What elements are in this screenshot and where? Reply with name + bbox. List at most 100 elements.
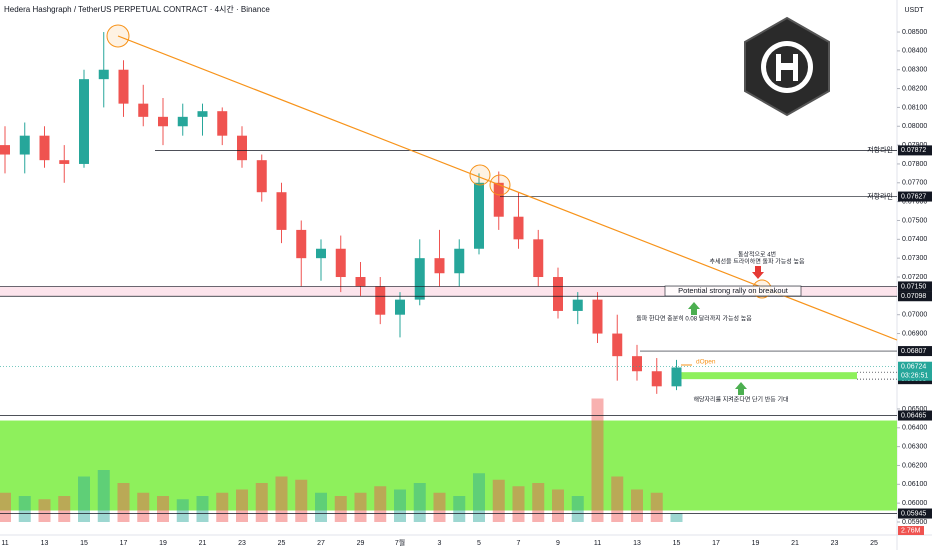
annotation: 돌파 한다면 충분히 0.08 달러까지 가능성 높음 <box>636 315 752 323</box>
y-tick-label: 0.06900 <box>902 330 927 337</box>
logo <box>744 16 830 117</box>
volume-bar <box>571 496 584 522</box>
arrow-down <box>752 266 764 279</box>
x-tick-label: 17 <box>120 540 128 547</box>
support-box <box>680 372 857 380</box>
x-tick-label: 25 <box>870 540 878 547</box>
candle-body <box>414 258 425 300</box>
candle-body <box>177 116 188 127</box>
candle-body <box>474 182 484 249</box>
volume-bar <box>137 492 150 522</box>
touch-circle <box>469 164 491 186</box>
volume-bar <box>216 492 229 522</box>
candle-body <box>553 277 563 311</box>
y-tick-label: 0.07000 <box>902 312 927 319</box>
volume-bar <box>295 479 308 522</box>
price-box <box>898 291 932 302</box>
y-tick-label: 0.08300 <box>902 67 927 74</box>
price-box-label: 0.07098 <box>901 293 926 300</box>
candle-body <box>355 277 366 287</box>
price-box-label: 0.06807 <box>901 348 926 355</box>
x-tick-label: 29 <box>357 540 365 547</box>
candle-body <box>59 160 70 164</box>
candle-body <box>197 111 208 117</box>
volume-bar <box>315 492 327 522</box>
candle-body <box>651 371 662 387</box>
arrow-up <box>688 302 700 315</box>
breakout-zone <box>0 286 897 297</box>
y-tick-label: 0.05900 <box>902 519 927 526</box>
volume-bar <box>255 483 268 522</box>
price-box <box>898 281 932 292</box>
x-tick-label: 11 <box>1 540 8 547</box>
price-box <box>898 508 932 519</box>
volume-bar <box>433 492 446 522</box>
candle-body <box>296 229 307 259</box>
candle-body <box>434 258 445 274</box>
volume-bar <box>394 489 406 522</box>
price-box <box>898 410 932 421</box>
x-tick-label: 5 <box>477 540 481 547</box>
volume-bar <box>413 483 426 522</box>
price-box-label: 0.06465 <box>901 412 926 419</box>
candle-body <box>256 160 267 193</box>
price-box-label: 0.07872 <box>901 147 926 154</box>
candle-body <box>0 145 10 155</box>
volume-bar <box>492 479 505 522</box>
y-tick-label: 0.07500 <box>902 217 927 224</box>
volume-bar <box>552 489 564 522</box>
currency: USDT <box>904 7 924 14</box>
x-tick-label: 13 <box>633 540 641 547</box>
volume-bar <box>157 496 169 522</box>
x-tick-label: 19 <box>752 540 760 547</box>
volume-bar <box>374 486 387 522</box>
y-tick-label: 0.07300 <box>902 255 927 262</box>
annotation: 통상적으로 4번 <box>738 251 776 259</box>
volume-bar <box>117 483 130 522</box>
y-tick-label: 0.06400 <box>902 425 927 432</box>
annotation-box <box>664 285 802 297</box>
candle-body <box>237 135 247 161</box>
countdown: 03:26:51 <box>901 373 928 380</box>
volume-label: 2.76M <box>901 527 921 534</box>
y-tick-label: 0.08500 <box>902 29 927 36</box>
volume-box <box>898 526 924 535</box>
touch-circle <box>106 24 130 48</box>
candle-body <box>98 69 109 80</box>
x-tick-label: 17 <box>712 540 720 547</box>
y-tick-label: 0.06500 <box>902 406 927 413</box>
volume-bar <box>97 470 110 522</box>
y-tick-label: 0.06300 <box>902 443 927 450</box>
candle-body <box>316 248 326 259</box>
candle-body <box>395 299 405 315</box>
candle-body <box>454 248 465 274</box>
volume-bar <box>670 513 683 522</box>
y-tick-label: 0.08200 <box>902 85 927 92</box>
candle-body <box>572 299 583 311</box>
last-price-box <box>898 361 932 381</box>
candle-body <box>493 182 504 217</box>
candle-body <box>118 69 129 104</box>
candle-body <box>335 248 346 278</box>
y-tick-label: 0.07200 <box>902 274 927 281</box>
candle-body <box>217 111 228 136</box>
price-box <box>898 145 932 156</box>
level-note: 저항라인 <box>867 145 893 154</box>
y-tick-label: 0.07800 <box>902 161 927 168</box>
price-box-label: 0.05945 <box>901 510 926 517</box>
candle-body <box>39 135 50 161</box>
annotation: Potential strong rally on breakout <box>678 286 789 295</box>
candle-body <box>79 79 89 164</box>
y-tick-label: 0.08400 <box>902 48 927 55</box>
volume-bar <box>196 496 209 522</box>
volume-bar <box>334 496 347 522</box>
touch-circle <box>489 174 511 196</box>
x-tick-label: 23 <box>238 540 246 547</box>
chart-title: Hedera Hashgraph / TetherUS PERPETUAL CO… <box>4 4 270 14</box>
volume-bar <box>354 492 367 522</box>
candle-body <box>138 103 149 117</box>
candle-body <box>632 356 642 372</box>
y-tick-label: 0.08100 <box>902 104 927 111</box>
volume-bar <box>631 489 643 522</box>
